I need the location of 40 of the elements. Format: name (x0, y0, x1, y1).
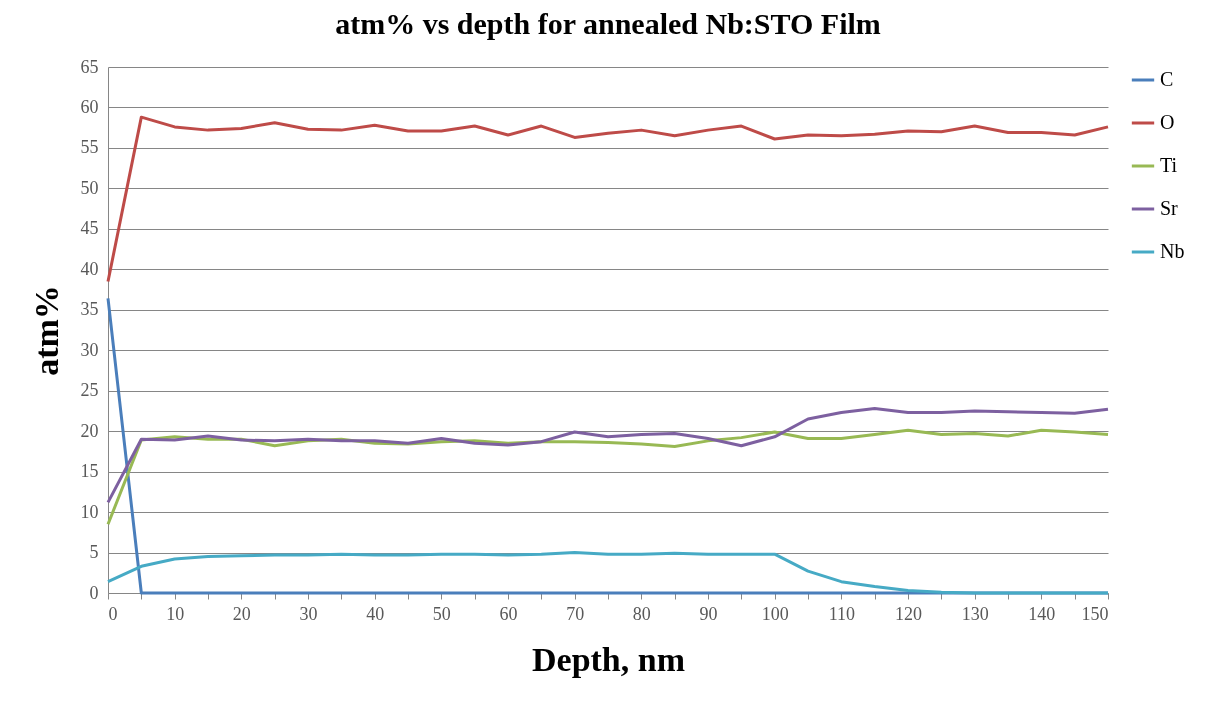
y-tick-label: 60 (80, 96, 99, 117)
legend-label: Nb (1160, 240, 1185, 262)
x-tick-label: 70 (566, 603, 585, 624)
y-tick-label: 35 (80, 299, 99, 320)
y-tick-label: 25 (80, 380, 99, 401)
legend-label: O (1160, 111, 1175, 133)
x-tick-label: 140 (1028, 603, 1056, 624)
y-tick-label: 5 (89, 542, 99, 563)
y-tick-label: 40 (80, 258, 99, 279)
x-tick-label: 100 (761, 603, 789, 624)
y-tick-label: 20 (80, 420, 99, 441)
x-tick-label: 80 (632, 603, 651, 624)
y-tick-label: 50 (80, 177, 99, 198)
y-tick-label: 0 (89, 582, 99, 603)
y-axis-title: atm% (27, 285, 65, 376)
legend-label: C (1160, 68, 1174, 90)
y-tick-label: 10 (80, 501, 99, 522)
x-tick-label: 30 (299, 603, 318, 624)
y-tick-label: 65 (80, 56, 99, 77)
x-tick-label: 90 (699, 603, 718, 624)
y-tick-label: 15 (80, 461, 99, 482)
x-tick-label: 60 (499, 603, 518, 624)
line-series (106, 407, 1110, 504)
y-tick-label: 55 (80, 137, 99, 158)
x-tick-label: 0 (108, 603, 118, 624)
legend-label: Sr (1160, 197, 1179, 219)
x-tick-label: 120 (895, 603, 922, 624)
x-tick-label: 10 (166, 603, 185, 624)
x-tick-label: 50 (432, 603, 451, 624)
chart-title: atm% vs depth for annealed Nb:STO Film (335, 7, 881, 40)
x-tick-label: 40 (366, 603, 385, 624)
x-tick-label: 20 (232, 603, 251, 624)
y-tick-label: 30 (80, 339, 99, 360)
x-tick-label: 150 (1081, 603, 1109, 624)
y-tick-label: 45 (80, 218, 99, 239)
x-tick-label: 110 (828, 603, 856, 624)
line-series (106, 115, 1110, 283)
legend-label: Ti (1160, 154, 1178, 176)
x-tick-label: 130 (961, 603, 989, 624)
x-axis-title: Depth, nm (531, 640, 686, 678)
